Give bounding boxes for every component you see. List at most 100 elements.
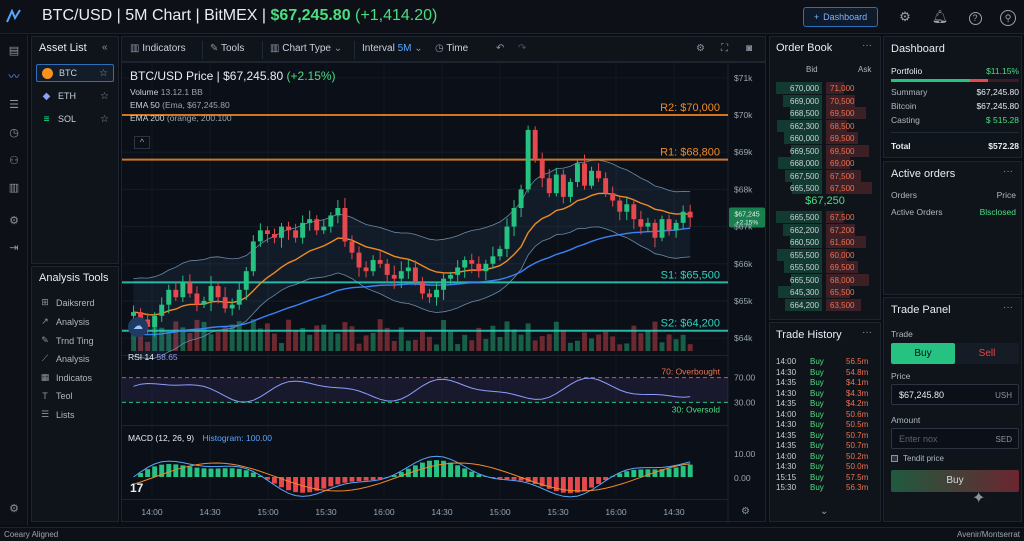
candle-body: [279, 226, 284, 238]
tool-item[interactable]: T Teol: [40, 391, 72, 401]
chart-type-dropdown[interactable]: ▥ Chart Type ⌄: [270, 43, 342, 54]
reports-icon[interactable]: ▥: [8, 182, 20, 194]
asset-item-btc[interactable]: BTC ☆: [36, 64, 114, 82]
settings-icon[interactable]: ⚙: [696, 43, 705, 54]
ask-price: 67,200: [830, 225, 855, 235]
trade-cell: 54.8m: [846, 367, 869, 377]
sell-tab[interactable]: Sell: [955, 343, 1019, 364]
undo-icon[interactable]: ↶: [496, 43, 505, 54]
list-icon[interactable]: ☰: [9, 99, 19, 111]
order-book-row[interactable]: 668,000 69,000: [770, 157, 880, 169]
trade-cell: 50.2m: [846, 451, 869, 461]
macd-histogram-bar: [434, 460, 439, 477]
star-icon[interactable]: ☆: [100, 113, 109, 125]
more-icon[interactable]: ···: [862, 327, 872, 338]
order-book-row[interactable]: 655,500 60,000: [770, 248, 880, 261]
logout-icon[interactable]: ⇥: [9, 242, 19, 254]
portfolio-label: Portfolio: [891, 66, 923, 76]
interval-dropdown[interactable]: Interval 5M ⌄: [362, 43, 423, 54]
chart-type-label: Chart Type: [282, 43, 331, 54]
price-input[interactable]: $67,245.80 USH: [891, 384, 1019, 405]
star-icon[interactable]: ☆: [100, 90, 109, 102]
order-book-row[interactable]: 665,500 68,000: [770, 273, 880, 286]
order-book-row[interactable]: 669,500 69,500: [770, 144, 880, 157]
user-avatar-icon[interactable]: ⚲: [999, 8, 1017, 26]
candle-body: [574, 163, 580, 182]
ema50-label: EMA 50: [130, 100, 160, 110]
settings-gear-icon[interactable]: ⚙: [899, 9, 911, 24]
ask-price: 69,500: [830, 134, 855, 143]
volume-bar: [687, 344, 693, 351]
order-book-row[interactable]: 670,000 71,000: [770, 82, 880, 94]
more-icon[interactable]: ···: [862, 40, 872, 51]
last-price-tag: [729, 207, 765, 228]
tool-item[interactable]: ✎ Trnd Ting: [40, 335, 93, 346]
candle-body: [560, 174, 566, 197]
chevron-down-icon[interactable]: ⌄: [820, 506, 829, 517]
collapse-icon[interactable]: «: [102, 42, 108, 53]
chart-canvas[interactable]: R2: $70,000 R1: $68,800 S1: $65,500 S2: $64…: [122, 63, 767, 523]
chart-settings-icon[interactable]: ⚙: [741, 506, 750, 517]
collapse-legend-icon[interactable]: ^: [134, 136, 150, 149]
ask-depth-bar: [826, 119, 847, 132]
fullscreen-icon[interactable]: ⛶: [721, 43, 728, 54]
tool-item[interactable]: ▦ Indicatos: [40, 372, 92, 383]
clock-icon[interactable]: ◷: [9, 127, 19, 139]
settings-bottom-icon[interactable]: ⚙: [9, 503, 19, 515]
asset-item-eth[interactable]: ◆ ETH ☆: [36, 87, 114, 105]
time-button[interactable]: ◷ Time: [435, 43, 468, 54]
tool-item[interactable]: ⊞ Daiksrerd: [40, 297, 94, 308]
asset-item-sol[interactable]: ≡ SOL ☆: [36, 110, 114, 128]
order-book-row[interactable]: 665,500 67,500: [770, 182, 880, 194]
bell-icon[interactable]: 🔔︎: [931, 9, 949, 24]
candle-body: [271, 234, 277, 238]
bid-price: 669,500: [790, 146, 819, 156]
ask-price: 61,600: [830, 238, 855, 247]
camera-icon[interactable]: ◙: [746, 43, 753, 54]
level-label: R1: $68,800: [660, 147, 720, 159]
tendit-checkbox[interactable]: [891, 455, 898, 462]
tool-item[interactable]: ☰ Lists: [40, 409, 75, 420]
macd-histogram-bar: [574, 477, 580, 493]
order-book-row[interactable]: 662,300 68,500: [770, 119, 880, 132]
order-book-row[interactable]: 645,300 65,500: [770, 286, 880, 298]
settings-icon[interactable]: ⚙: [9, 215, 19, 227]
buy-tab[interactable]: Buy: [891, 343, 955, 364]
order-book-row[interactable]: 664,200 63,500: [770, 298, 880, 311]
more-icon[interactable]: ···: [1003, 302, 1013, 313]
more-icon[interactable]: ···: [1003, 166, 1013, 177]
help-icon[interactable]: ?: [966, 8, 984, 26]
order-book-row[interactable]: 667,500 67,500: [770, 169, 880, 182]
ask-depth-bar: [826, 169, 861, 182]
ask-price: 60,000: [830, 250, 855, 260]
macd-histogram-bar: [666, 468, 672, 477]
users-icon[interactable]: ⚇: [9, 155, 19, 167]
y-tick-label: $66k: [734, 259, 753, 269]
macd-histogram-bar: [687, 464, 693, 477]
candle-body: [314, 219, 320, 231]
buy-button[interactable]: Buy: [891, 470, 1019, 492]
candle-body: [448, 274, 454, 279]
dashboard-icon[interactable]: ▤: [8, 45, 20, 57]
order-book-row[interactable]: 668,500 69,500: [770, 107, 880, 119]
ask-depth-bar: [826, 132, 858, 144]
order-book-row[interactable]: 660,500 61,600: [770, 236, 880, 248]
tool-item[interactable]: ⟋ Analysis: [40, 353, 90, 364]
level-label: R2: $70,000: [660, 102, 720, 114]
volume-bar: [208, 334, 214, 351]
order-book-row[interactable]: 669,000 70,500: [770, 94, 880, 107]
star-icon[interactable]: ☆: [99, 67, 108, 79]
chart-icon[interactable]: 〰: [8, 71, 20, 83]
order-book-row[interactable]: 655,500 69,500: [770, 261, 880, 273]
indicators-button[interactable]: ▥ Indicators: [130, 43, 186, 54]
price-chart[interactable]: R2: $70,000 R1: $68,800 S1: $65,500 S2: $64…: [121, 62, 767, 523]
amount-input[interactable]: Enter nox SED: [891, 428, 1019, 449]
order-book-row[interactable]: 660,000 69,500: [770, 132, 880, 144]
dashboard-button[interactable]: + Dashboard: [803, 7, 878, 27]
order-book-row[interactable]: 665,500 67,500: [770, 211, 880, 223]
order-book-row[interactable]: 662,200 67,200: [770, 223, 880, 236]
bid-depth-bar: [790, 107, 822, 119]
tool-item[interactable]: ↗ Analysis: [40, 316, 89, 327]
tools-button[interactable]: ✎ Tools: [210, 43, 244, 54]
redo-icon[interactable]: ↷: [518, 43, 527, 54]
